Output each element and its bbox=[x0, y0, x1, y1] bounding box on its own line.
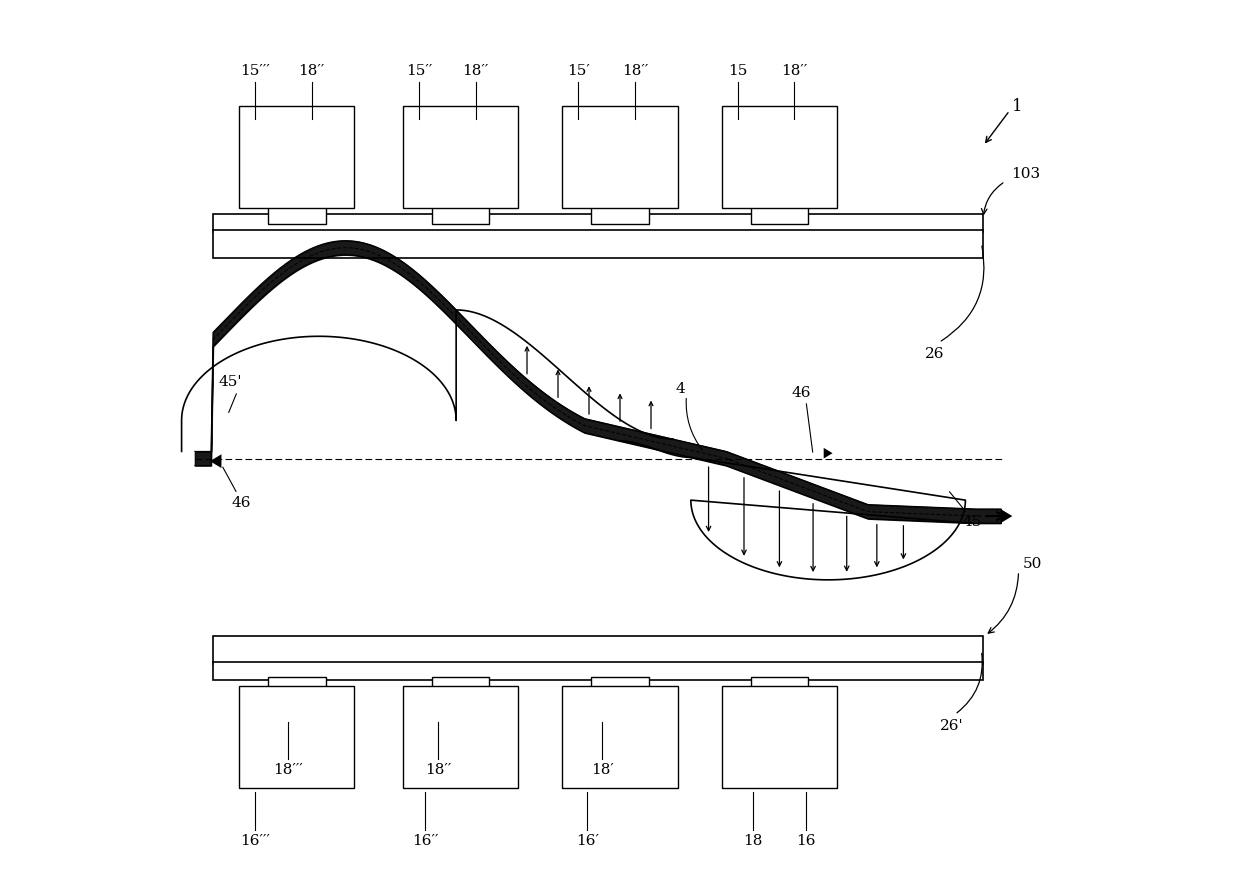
Bar bbox=[750, 678, 808, 695]
Bar bbox=[591, 678, 649, 695]
Text: 45': 45' bbox=[218, 375, 242, 390]
Polygon shape bbox=[1001, 510, 1012, 523]
Text: 18′′′: 18′′′ bbox=[273, 763, 303, 777]
Bar bbox=[591, 207, 649, 224]
Text: 18′′: 18′′ bbox=[622, 63, 649, 78]
Text: 15: 15 bbox=[728, 63, 748, 78]
Text: 45: 45 bbox=[962, 515, 982, 529]
Text: 16′′: 16′′ bbox=[412, 834, 439, 848]
Bar bbox=[750, 207, 808, 224]
Text: 15′′′: 15′′′ bbox=[241, 63, 270, 78]
Bar bbox=[722, 106, 837, 208]
Text: 26: 26 bbox=[925, 347, 944, 361]
Text: 4: 4 bbox=[676, 383, 686, 396]
Bar bbox=[268, 207, 326, 224]
Text: 1: 1 bbox=[1012, 97, 1022, 114]
Text: 18′′: 18′′ bbox=[299, 63, 325, 78]
Bar bbox=[403, 106, 518, 208]
Text: 18′′: 18′′ bbox=[463, 63, 489, 78]
Text: 46: 46 bbox=[231, 496, 250, 510]
Bar bbox=[212, 230, 983, 258]
Text: 18: 18 bbox=[743, 834, 763, 848]
Text: 26': 26' bbox=[940, 719, 963, 733]
Text: 18′′: 18′′ bbox=[425, 763, 451, 777]
Text: 103: 103 bbox=[1012, 167, 1040, 181]
Text: 50: 50 bbox=[1023, 557, 1043, 571]
Bar bbox=[212, 636, 983, 664]
Text: 18′′: 18′′ bbox=[781, 63, 807, 78]
Text: 15′: 15′ bbox=[567, 63, 590, 78]
Text: 16: 16 bbox=[796, 834, 816, 848]
Bar bbox=[239, 106, 355, 208]
Text: 18′: 18′ bbox=[590, 763, 614, 777]
Bar bbox=[432, 678, 490, 695]
Bar bbox=[239, 686, 355, 788]
Text: 15′′: 15′′ bbox=[405, 63, 433, 78]
Bar bbox=[212, 214, 983, 232]
Bar bbox=[432, 207, 490, 224]
Text: 16′: 16′ bbox=[575, 834, 599, 848]
Polygon shape bbox=[823, 448, 832, 459]
Text: 16′′′: 16′′′ bbox=[241, 834, 270, 848]
Bar bbox=[403, 686, 518, 788]
Text: 46: 46 bbox=[792, 386, 811, 400]
Bar bbox=[563, 106, 677, 208]
Bar bbox=[722, 686, 837, 788]
Bar bbox=[212, 662, 983, 680]
Polygon shape bbox=[210, 454, 222, 468]
Bar bbox=[268, 678, 326, 695]
Bar bbox=[563, 686, 677, 788]
